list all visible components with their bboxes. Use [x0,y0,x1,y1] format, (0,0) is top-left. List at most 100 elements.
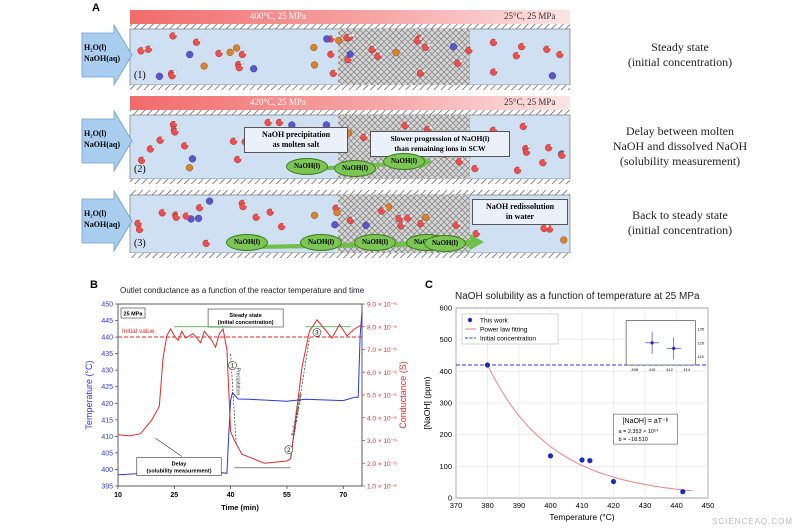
conductance-series-line [117,319,363,464]
data-point [587,458,593,464]
row-number-2: (2) [134,164,146,175]
row1-hot-label: 400°C, 25 MPa [250,11,306,21]
y-tick-label: 0 [448,494,452,503]
y-tick-label-right: 8.0 × 10⁻⁶ [367,324,397,331]
panel-c-letter: C [425,279,433,291]
naoh-droplet: NaOH(l) [424,235,466,252]
y-tick-label-right: 4.0 × 10⁻⁶ [367,415,397,422]
precipitation-label: Precipitation [234,368,240,396]
panel-c-title: NaOH solubility as a function of tempera… [455,291,700,302]
panel-b-title: Outlet conductance as a function of the … [120,286,365,295]
row2-hot-label: 420°C, 25 MPa [250,97,306,107]
x-tick-label: 55 [283,492,291,499]
reactor-bed [338,29,470,85]
row3-description: Back to steady state (initial concentrati… [627,208,733,237]
x-tick-label: 40 [227,492,235,499]
inset-x-tick-label: 410 [649,367,656,372]
watermark: SCIENCEAQ.COM [712,517,794,526]
step-marker: 1 [231,364,235,370]
equation-param: b = −18.510 [619,437,648,443]
x-tick-label: 390 [513,501,526,510]
x-tick-label: 400 [544,501,557,510]
panel-b-letter: B [90,279,98,291]
y-tick-label: 300 [439,399,452,408]
x-tick-label: 10 [114,492,122,499]
inset-y-tick-label: 125 [697,326,704,331]
data-point [579,457,585,463]
x-tick-label: 420 [607,501,620,510]
inset-y-tick-label: 120 [697,340,704,345]
slower-progression-callout: Slower progression of NaOH(l) than remain… [370,131,510,157]
y-tick-label-left: 450 [101,302,113,309]
flow-arrow-icon [300,155,432,172]
legend-label: Initial concentration [480,336,536,343]
x-tick-label: 70 [339,492,347,499]
equation-param: a = 2.353 × 10⁵⁴ [619,428,660,435]
y-tick-label-left: 435 [101,351,113,358]
y-tick-label: 200 [439,430,452,439]
row-number-3: (3) [134,238,146,249]
y-tick-label-left: 400 [101,467,113,474]
y-tick-label-left: 420 [101,401,113,408]
inlet-arrow-icon [81,189,133,253]
y-tick-label: 600 [439,304,452,313]
inset-plot [625,320,696,366]
y-tick-label-left: 405 [101,450,113,457]
inlet-arrows [81,23,133,253]
pressure-label: 25 MPa [124,312,144,318]
x-tick-label: 440 [670,501,683,510]
y-tick-label-left: 440 [101,335,113,342]
hot-gradient-bar [130,96,570,110]
step-marker: 3 [315,331,319,337]
y-tick-label: 500 [439,335,452,344]
y-tick-label-left: 395 [101,484,113,491]
inlet-arrow-icon [81,109,133,173]
row1-description: Steady state (initial concentration) [627,40,733,69]
data-point [484,362,491,368]
step-marker: 2 [287,448,291,454]
y-tick-label-right: 1.0 × 10⁻⁶ [367,484,397,491]
data-point [547,453,554,459]
x-tick-label: 430 [639,501,652,510]
x-tick-label: 370 [450,501,463,510]
x-tick-label: 380 [481,501,494,510]
legend-label: This work [480,318,509,325]
y-tick-label-left: 445 [101,318,113,325]
panel-b-chart: 395 400 405 410 415 420 425 430 435 440 445 450 1.0 … [84,302,408,513]
data-point [680,489,686,495]
y-axis-label-left: Temperature (°C) [84,360,94,429]
y-tick-label-right: 2.0 × 10⁻⁶ [367,461,397,468]
y-tick-label: 100 [439,462,452,471]
delay-label: Delay [172,462,188,468]
x-axis-label: Temperature (°C) [549,512,614,522]
naoh-droplet: NaOH(l) [334,160,376,177]
steady-state-label: (initial concentration) [218,320,274,326]
power-law-fit-line [487,364,693,492]
naoh-droplet: NaOH(l) [300,234,342,251]
y-axis-label: [NaOH] (ppm) [422,376,432,429]
inset-data-point [672,346,676,350]
naoh-droplet: NaOH(l) [286,158,328,175]
inlet-label-2: H₂O(l) NaOH(aq) [84,129,120,149]
inlet-label-1: H₂O(l) NaOH(aq) [84,43,120,63]
y-tick-label-right: 6.0 × 10⁻⁶ [367,370,397,377]
hot-gradient-bar [130,10,570,24]
equation-label: [NaOH] = aT⁻ᵇ [623,418,669,425]
inset-y-tick-label: 115 [697,354,704,359]
x-tick-label: 25 [170,492,178,499]
y-tick-label-right: 9.0 × 10⁻⁶ [367,302,397,309]
inlet-arrow-icon [81,23,133,87]
naoh-droplet: NaOH(l) [354,234,396,251]
y-tick-label-right: 3.0 × 10⁻⁶ [367,438,397,445]
plot-area [117,303,363,487]
delay-label: (solubility measurement) [146,469,211,475]
panel-c-chart: 370 380 390 400 410 420 430 440 450 0 100 200 300 400… [422,304,714,523]
legend-label: Power law fitting [480,327,528,334]
naoh-droplet: NaOH(l) [383,153,425,170]
steady-state-label: Steady state [229,313,261,319]
redissolution-callout: NaOH redissolution in water [472,199,568,225]
y-axis-label-right: Conductance (S) [398,361,408,429]
reactor-row-1 [129,10,571,90]
y-tick-label-left: 430 [101,368,113,375]
inset-data-point [650,341,654,345]
